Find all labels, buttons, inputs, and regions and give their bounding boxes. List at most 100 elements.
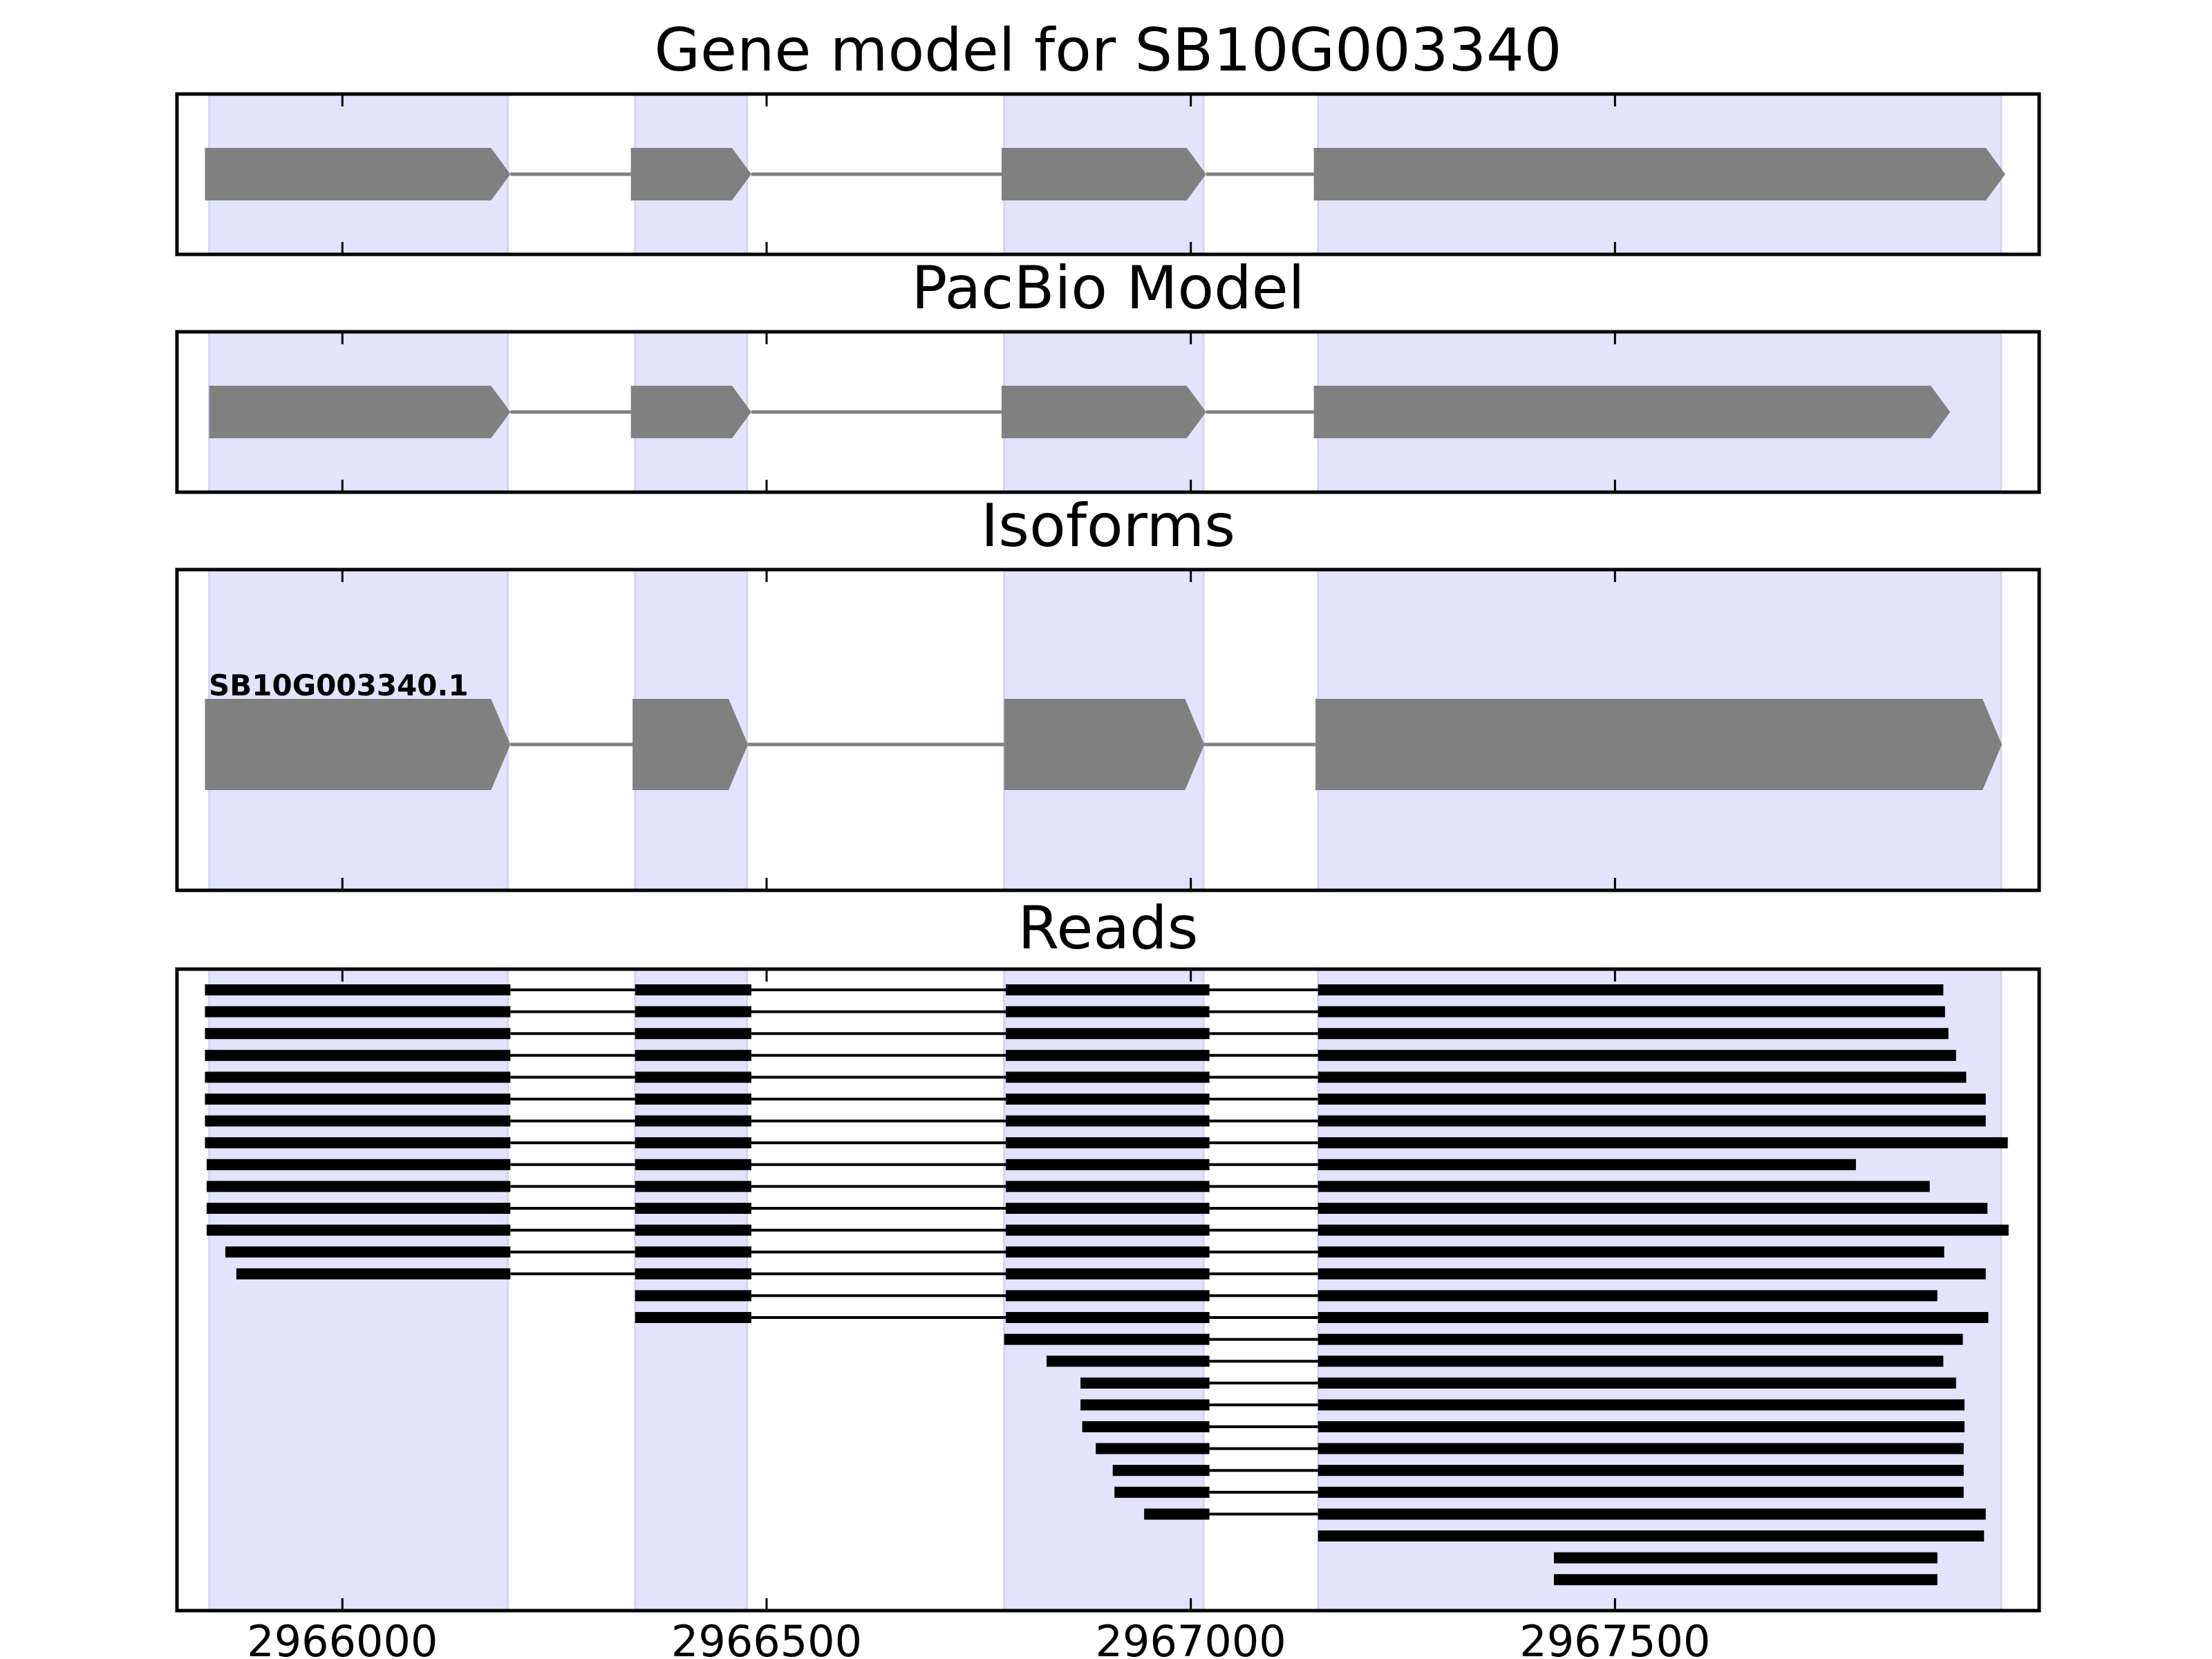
read-block	[1082, 1421, 1210, 1432]
read-block	[1006, 1290, 1210, 1302]
read-block	[1318, 1094, 1986, 1105]
read-block	[1318, 1006, 1945, 1018]
read-block	[1318, 1508, 1986, 1520]
x-tick-label: 2967500	[1519, 1616, 1710, 1659]
read-2	[205, 1006, 1945, 1018]
read-27	[1553, 1552, 1938, 1564]
panel-1: Gene model for SB10G003340	[175, 16, 2041, 256]
read-block	[205, 984, 511, 995]
read-block	[1006, 1137, 1210, 1149]
panel-title: Gene model for SB10G003340	[655, 16, 1562, 85]
axes-frame	[175, 92, 2041, 256]
read-block	[1006, 1246, 1210, 1258]
read-block	[1318, 1181, 1930, 1192]
read-11	[206, 1203, 1988, 1214]
exon-feature	[1313, 148, 2005, 200]
read-block	[635, 1268, 751, 1280]
panel-title: Reads	[1018, 894, 1199, 963]
read-block	[1112, 1465, 1210, 1477]
panel-4: Reads	[175, 894, 2041, 1613]
read-block	[635, 1071, 751, 1083]
exon-feature	[205, 699, 511, 790]
read-1	[205, 984, 1944, 995]
panel-title: PacBio Model	[911, 254, 1304, 323]
read-block	[635, 1290, 751, 1302]
read-block	[1318, 1049, 1956, 1061]
x-axis-ticks: 2966000 2966500 2967000 2967500	[247, 1616, 1710, 1659]
read-block	[635, 1224, 751, 1236]
read-block	[1318, 1356, 1944, 1367]
read-7	[205, 1115, 1986, 1127]
read-block	[1318, 1486, 1964, 1498]
read-block	[1047, 1356, 1210, 1367]
read-block	[1006, 984, 1210, 995]
exon-highlight-band	[634, 968, 749, 1612]
read-block	[1006, 1203, 1210, 1214]
exon-feature	[632, 699, 748, 790]
panel-3: Isoforms SB10G003340.1	[175, 491, 2041, 892]
read-block	[635, 1181, 751, 1192]
read-4	[205, 1049, 1956, 1061]
read-12	[206, 1224, 2009, 1236]
read-block	[1006, 1115, 1210, 1127]
read-block	[1006, 1159, 1210, 1170]
read-block	[1318, 1333, 1963, 1345]
panel-2: PacBio Model	[175, 254, 2041, 494]
read-block	[1318, 1159, 1856, 1170]
read-block	[1006, 1312, 1210, 1323]
read-block	[1144, 1508, 1210, 1520]
read-block	[1318, 1421, 1965, 1432]
read-block	[1006, 1071, 1210, 1083]
read-block	[205, 1137, 511, 1149]
read-block	[1318, 1224, 2009, 1236]
x-tick-label: 2966500	[671, 1616, 862, 1659]
exon-feature	[1315, 699, 2002, 790]
read-17	[1004, 1333, 1963, 1345]
read-block	[635, 1115, 751, 1127]
read-block	[1006, 1224, 1210, 1236]
exon-highlight-band	[208, 968, 509, 1612]
read-block	[1553, 1552, 1938, 1564]
read-21	[1082, 1421, 1965, 1432]
read-block	[205, 1094, 511, 1105]
panel-title: Isoforms	[981, 491, 1235, 561]
read-22	[1096, 1443, 1964, 1454]
read-26	[1318, 1530, 1985, 1541]
read-block	[206, 1224, 511, 1236]
read-block	[1553, 1574, 1938, 1586]
exon-feature	[209, 386, 511, 438]
axes-frame	[175, 330, 2041, 494]
read-block	[1318, 1203, 1988, 1214]
read-5	[205, 1071, 1967, 1083]
exon-feature	[630, 148, 751, 200]
read-block	[1004, 1333, 1210, 1345]
exon-feature	[1001, 386, 1206, 438]
read-25	[1144, 1508, 1986, 1520]
read-3	[205, 1028, 1949, 1040]
read-block	[1318, 1137, 2008, 1149]
read-block	[1318, 1465, 1964, 1477]
read-block	[635, 1137, 751, 1149]
read-block	[205, 1049, 511, 1061]
axes-frame	[175, 568, 2041, 892]
read-block	[635, 1094, 751, 1105]
read-block	[1318, 1028, 1949, 1040]
x-tick-label: 2966000	[247, 1616, 438, 1659]
read-block	[206, 1181, 511, 1192]
axes-frame	[175, 967, 2041, 1613]
read-block	[236, 1268, 511, 1280]
read-block	[1006, 1028, 1210, 1040]
read-28	[1553, 1574, 1938, 1586]
exon-feature	[205, 148, 511, 200]
read-block	[635, 1203, 751, 1214]
panels-layer: Gene model for SB10G003340 PacBio Model Is…	[175, 16, 2041, 1613]
read-block	[1006, 1049, 1210, 1061]
read-block	[1318, 1443, 1964, 1454]
read-block	[1318, 984, 1944, 995]
read-10	[206, 1181, 1930, 1192]
read-block	[206, 1159, 511, 1170]
read-18	[1047, 1356, 1944, 1367]
read-19	[1080, 1377, 1956, 1389]
read-block	[225, 1246, 511, 1258]
read-block	[1318, 1377, 1956, 1389]
